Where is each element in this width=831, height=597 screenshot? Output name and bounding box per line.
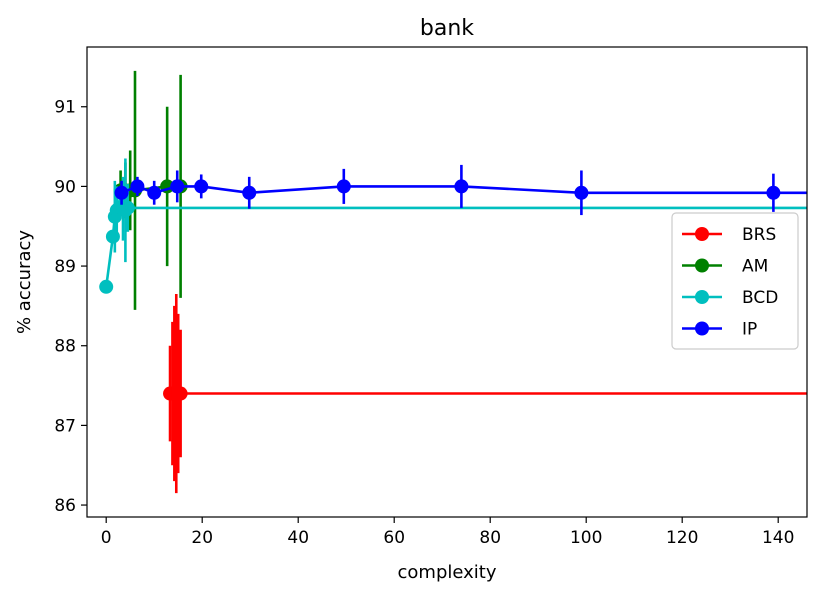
legend-marker [695, 321, 709, 336]
series-ip [114, 164, 807, 216]
x-tick-label: 140 [762, 528, 794, 548]
legend-box [671, 212, 799, 350]
data-point [173, 386, 188, 401]
chart-title: bank [420, 16, 474, 41]
data-point [147, 185, 162, 200]
legend-label: BRS [742, 225, 776, 245]
data-point [242, 185, 257, 200]
y-tick-label: 87 [54, 416, 76, 436]
y-axis: 86 87 88 89 90 91 [54, 98, 87, 516]
legend-marker [695, 227, 709, 241]
legend-marker [695, 290, 709, 304]
x-tick-label: 60 [383, 528, 405, 548]
y-tick-label: 90 [54, 177, 76, 197]
x-axis-label: complexity [398, 562, 497, 583]
data-point [120, 200, 135, 215]
plot-area [99, 70, 807, 494]
data-point [574, 185, 589, 200]
legend-label: AM [742, 257, 768, 277]
data-point [105, 229, 120, 244]
legend-marker [695, 258, 709, 273]
data-point [99, 279, 114, 294]
x-tick-label: 0 [101, 528, 112, 548]
data-point [170, 179, 185, 194]
data-point [194, 179, 209, 194]
legend-item-ip: IP [682, 320, 757, 340]
x-tick-label: 120 [666, 528, 698, 548]
data-point [336, 179, 351, 194]
series-brs [163, 293, 807, 494]
x-tick-label: 80 [479, 528, 501, 548]
axes-frame [86, 46, 808, 518]
x-axis: 0 20 40 60 80 100 120 140 [101, 517, 794, 548]
y-axis-label: % accuracy [14, 230, 35, 334]
y-tick-label: 88 [54, 337, 76, 357]
series-bcd [99, 158, 807, 294]
legend-item-bcd: BCD [682, 288, 778, 308]
y-tick-label: 86 [54, 496, 76, 516]
y-tick-label: 91 [54, 98, 76, 118]
legend-item-brs: BRS [682, 225, 776, 245]
data-point [130, 179, 145, 194]
x-tick-label: 20 [191, 528, 213, 548]
y-tick-label: 89 [54, 257, 76, 277]
data-point [454, 179, 469, 194]
legend: BRS AM BCD IP [671, 212, 799, 350]
legend-label: IP [742, 320, 757, 340]
data-point [114, 185, 129, 200]
legend-label: BCD [742, 288, 778, 308]
data-point [766, 185, 781, 200]
x-tick-label: 100 [570, 528, 602, 548]
legend-item-am: AM [682, 257, 768, 277]
x-tick-label: 40 [287, 528, 309, 548]
